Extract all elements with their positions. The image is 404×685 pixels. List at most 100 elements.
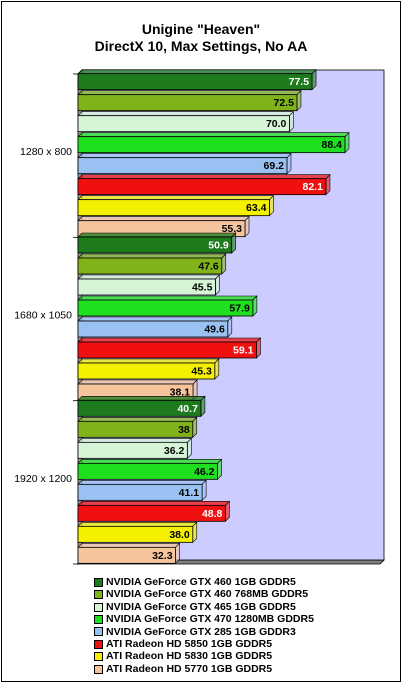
bar-top-face	[77, 274, 221, 280]
bar-top-face	[77, 174, 331, 179]
bar-top-face	[77, 522, 198, 527]
legend-swatch	[94, 577, 103, 587]
bar-side-face	[227, 316, 233, 338]
legend-label: NVIDIA GeForce GTX 465 1GB GDDR5	[106, 600, 296, 613]
legend-item: NVIDIA GeForce GTX 470 1280MB GDDR5	[94, 613, 314, 625]
bar-side-face	[252, 295, 258, 317]
bar	[77, 525, 194, 543]
data-label: 70.0	[266, 118, 287, 130]
bar-top-face	[77, 543, 181, 548]
legend-item: ATI Radeon HD 5830 1GB GDDR5	[94, 650, 314, 662]
bar	[77, 420, 194, 438]
bar	[77, 299, 254, 317]
bar-top-face	[77, 195, 275, 200]
bar	[77, 341, 257, 359]
bar-side-face	[256, 337, 261, 359]
bar-top-face	[77, 358, 220, 364]
data-label: 55.3	[222, 223, 243, 235]
bar-top-face	[77, 501, 231, 506]
bar-top-face	[77, 69, 317, 74]
bar-top-face	[77, 379, 198, 385]
bar-top-face	[77, 216, 250, 221]
bar	[77, 399, 202, 417]
legend-swatch	[94, 652, 103, 662]
bar	[77, 546, 176, 564]
data-label: 49.6	[204, 324, 225, 336]
data-label: 63.4	[246, 202, 267, 214]
data-label: 47.6	[198, 261, 219, 273]
data-label: 40.7	[177, 403, 198, 415]
legend-label: NVIDIA GeForce GTX 460 1GB GDDR5	[106, 576, 296, 588]
chart-title-line-1: Unigine "Heaven"	[141, 21, 261, 37]
bar-side-face	[286, 152, 292, 175]
bar-side-face	[289, 110, 294, 133]
legend-label: NVIDIA GeForce GTX 285 1GB GDDR3	[106, 625, 296, 638]
bar-top-face	[77, 253, 227, 259]
legend-swatch	[94, 664, 103, 674]
data-label: 36.2	[164, 445, 185, 457]
data-label: 38.1	[170, 387, 191, 399]
bar	[77, 278, 216, 296]
legend-item: NVIDIA GeForce GTX 460 768MB GDDR5	[94, 588, 314, 600]
bar	[77, 157, 288, 175]
bar	[77, 362, 216, 380]
legend-swatch	[94, 614, 103, 624]
bar-top-face	[77, 153, 292, 158]
legend-item: NVIDIA GeForce GTX 460 1GB GDDR5	[94, 576, 314, 588]
bar-top-face	[77, 417, 198, 422]
bar	[77, 483, 203, 501]
bar	[77, 257, 223, 275]
data-label: 38.0	[169, 529, 190, 541]
bar-side-face	[269, 194, 274, 217]
category-label: 1920 x 1200	[14, 473, 72, 485]
bar	[77, 320, 229, 338]
legend-swatch	[94, 602, 103, 612]
bar-top-face	[77, 438, 193, 443]
data-label: 77.5	[289, 76, 310, 88]
bar-top-face	[77, 459, 223, 464]
bar	[77, 178, 327, 196]
bar-top-face	[77, 232, 237, 238]
bar-top-face	[77, 396, 206, 401]
legend-item: NVIDIA GeForce GTX 285 1GB GDDR3	[94, 626, 314, 638]
bar	[77, 236, 233, 254]
bar	[77, 73, 313, 91]
bar-side-face	[200, 395, 206, 418]
legend-label: ATI Radeon HD 5770 1GB GDDR5	[106, 662, 273, 675]
legend-item: ATI Radeon HD 5850 1GB GDDR5	[94, 638, 314, 650]
bar-top-face	[77, 90, 302, 95]
legend-item: ATI Radeon HD 5770 1GB GDDR5	[94, 663, 314, 675]
bar-side-face	[221, 253, 227, 275]
bar-side-face	[201, 479, 207, 502]
legend-swatch	[94, 639, 103, 649]
bar-side-face	[311, 68, 317, 91]
chart-title-line-2: DirectX 10, Max Settings, No AA	[94, 38, 308, 54]
bar	[77, 199, 270, 217]
bar-side-face	[214, 358, 220, 380]
bar-side-face	[325, 173, 331, 196]
bar	[77, 136, 346, 154]
legend-label: ATI Radeon HD 5830 1GB GDDR5	[106, 650, 273, 663]
bar	[77, 441, 188, 459]
legend-item: NVIDIA GeForce GTX 465 1GB GDDR5	[94, 601, 314, 613]
category-label: 1280 x 800	[20, 146, 72, 158]
data-label: 45.3	[191, 366, 212, 378]
data-label: 72.5	[274, 97, 295, 109]
bar	[77, 504, 226, 522]
data-label: 38	[178, 424, 190, 436]
bar-side-face	[217, 458, 222, 481]
bar	[77, 462, 218, 480]
legend-label: NVIDIA GeForce GTX 470 1280MB GDDR5	[106, 613, 314, 626]
bar-side-face	[215, 274, 220, 296]
bar-side-face	[244, 215, 250, 238]
bar-top-face	[77, 480, 207, 485]
bar-side-face	[192, 416, 198, 439]
bar-top-face	[77, 295, 258, 301]
data-label: 82.1	[303, 181, 324, 193]
bar	[77, 94, 298, 112]
chart-title: Unigine "Heaven" DirectX 10, Max Setting…	[0, 21, 402, 55]
legend-swatch	[94, 590, 103, 600]
bar-side-face	[192, 521, 198, 544]
bar-side-face	[296, 89, 302, 112]
